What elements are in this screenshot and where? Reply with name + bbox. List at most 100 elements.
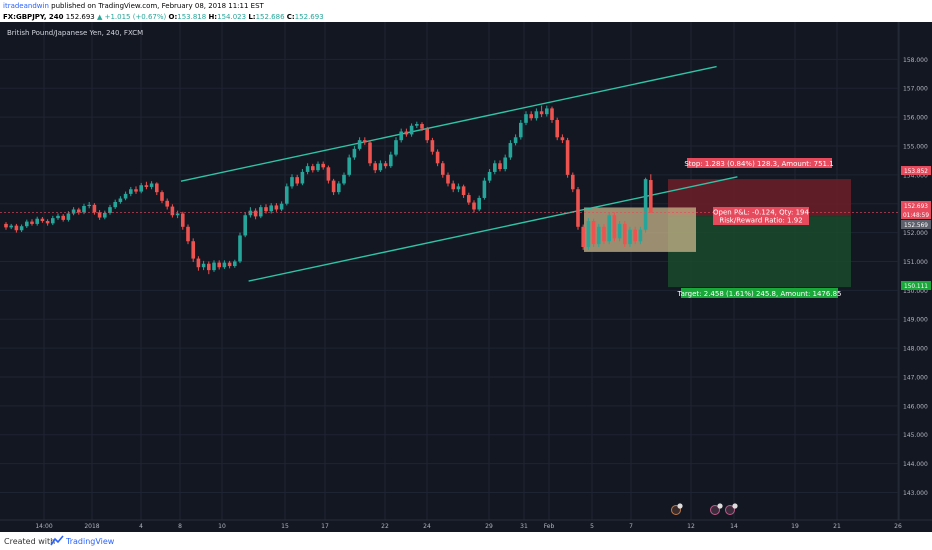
price-tag-target bbox=[901, 281, 931, 290]
candle-body bbox=[482, 180, 487, 198]
pnl-label: Open P&L: -0.124, Qty: 194 bbox=[713, 209, 809, 217]
last-price: 152.693 bbox=[65, 13, 95, 21]
candle-body bbox=[404, 131, 409, 135]
x-tick-label: 21 bbox=[833, 523, 841, 530]
x-tick-label: 7 bbox=[629, 523, 633, 530]
candle-body bbox=[40, 218, 45, 222]
candle-body bbox=[285, 186, 289, 204]
target-label: Target: 2.458 (1.61%) 245.8, Amount: 147… bbox=[677, 290, 842, 298]
candle-body bbox=[607, 215, 611, 242]
price-tag-entry bbox=[901, 220, 931, 229]
candle-body bbox=[331, 180, 336, 193]
candle-body bbox=[519, 122, 523, 138]
candle-body bbox=[274, 205, 279, 210]
open-label: O: bbox=[168, 13, 178, 21]
candle-body bbox=[45, 221, 50, 224]
candle-body bbox=[56, 215, 60, 219]
candle-body bbox=[4, 223, 8, 228]
candle-body bbox=[51, 218, 55, 224]
candle-body bbox=[238, 235, 242, 262]
candle-body bbox=[539, 111, 544, 115]
candle-body bbox=[207, 263, 211, 271]
position-labels[interactable]: Stop: 1.283 (0.84%) 128.3, Amount: 751.1… bbox=[677, 158, 842, 298]
candle-body bbox=[170, 206, 175, 216]
candle-body bbox=[108, 207, 112, 213]
x-tick-label: 4 bbox=[139, 523, 143, 530]
low-label: L: bbox=[248, 13, 256, 21]
channel-lower-line bbox=[248, 176, 738, 282]
candle-body bbox=[30, 221, 34, 224]
target-label-box bbox=[681, 288, 838, 298]
time-axis[interactable] bbox=[0, 520, 899, 532]
event-count-icon bbox=[732, 503, 738, 509]
x-tick-label: 14:00 bbox=[35, 523, 52, 530]
candle-body bbox=[160, 192, 164, 201]
candle-body bbox=[134, 189, 138, 192]
candle-body bbox=[82, 206, 86, 213]
event-markers[interactable] bbox=[671, 503, 738, 515]
candle-body bbox=[524, 114, 528, 123]
candle-body bbox=[97, 212, 102, 218]
candle-body bbox=[175, 213, 180, 216]
candle-body bbox=[586, 221, 591, 248]
candle-body bbox=[623, 223, 627, 245]
y-tick-label: 148.000 bbox=[903, 346, 928, 353]
low-value: 152.686 bbox=[255, 13, 285, 21]
price-axis[interactable] bbox=[899, 22, 932, 520]
price-tag-label: 152.693 bbox=[904, 204, 928, 210]
brand-name[interactable]: TradingView bbox=[66, 537, 115, 546]
candle-body bbox=[103, 212, 107, 218]
channel-lines[interactable] bbox=[180, 65, 738, 282]
candle-body bbox=[571, 174, 575, 190]
candle-body bbox=[591, 221, 596, 245]
author-link[interactable]: itradeandwin bbox=[3, 2, 49, 10]
candle-body bbox=[633, 229, 637, 242]
y-tick-label: 146.000 bbox=[903, 403, 928, 410]
x-tick-label: Feb bbox=[544, 523, 555, 530]
candle-body bbox=[342, 174, 346, 184]
price-tag-label: 01:48:59 bbox=[903, 213, 929, 219]
candle-body bbox=[311, 166, 315, 171]
event-marker-icon[interactable] bbox=[725, 505, 735, 515]
candle-body bbox=[155, 183, 159, 193]
candle-body bbox=[378, 163, 383, 171]
candle-body bbox=[363, 140, 367, 143]
event-marker-icon[interactable] bbox=[710, 505, 720, 515]
candle-body bbox=[305, 166, 310, 172]
change-value: ▲ +1.015 (+0.67%) bbox=[96, 13, 167, 21]
created-with-label: Created with bbox=[4, 537, 56, 546]
candle-body bbox=[493, 163, 497, 172]
candle-body bbox=[399, 131, 403, 141]
candle-body bbox=[430, 140, 435, 152]
event-count-icon bbox=[717, 503, 723, 509]
candle-body bbox=[383, 163, 388, 167]
tradingview-logo-icon[interactable] bbox=[50, 535, 64, 546]
candle-body bbox=[139, 185, 143, 192]
x-tick-label: 26 bbox=[894, 523, 902, 530]
price-tag-label: 152.569 bbox=[904, 223, 928, 229]
candle-body bbox=[222, 262, 227, 268]
candle-body bbox=[451, 183, 455, 190]
candle-body bbox=[472, 202, 476, 210]
candle-body bbox=[425, 128, 429, 141]
candle-body bbox=[581, 226, 585, 248]
candle-body bbox=[576, 189, 580, 227]
candle-body bbox=[269, 205, 273, 212]
x-tick-label: 14 bbox=[730, 523, 738, 530]
candle-body bbox=[357, 140, 362, 149]
ohlc-line: FX:GBPJPY, 240 152.693 ▲ +1.015 (+0.67%)… bbox=[3, 13, 324, 21]
candle-body bbox=[477, 197, 481, 210]
y-tick-label: 158.000 bbox=[903, 57, 928, 64]
candle-body bbox=[92, 204, 97, 213]
y-tick-label: 147.000 bbox=[903, 374, 928, 381]
candle-body bbox=[352, 148, 357, 158]
candle-body bbox=[534, 111, 539, 119]
candle-body bbox=[217, 262, 221, 268]
x-tick-label: 10 bbox=[218, 523, 226, 530]
symbol-label: FX:GBPJPY, 240 bbox=[3, 13, 64, 21]
candle-body bbox=[19, 226, 24, 231]
candle-body bbox=[508, 143, 513, 158]
candle-body bbox=[347, 157, 351, 175]
candle-body bbox=[118, 198, 123, 202]
